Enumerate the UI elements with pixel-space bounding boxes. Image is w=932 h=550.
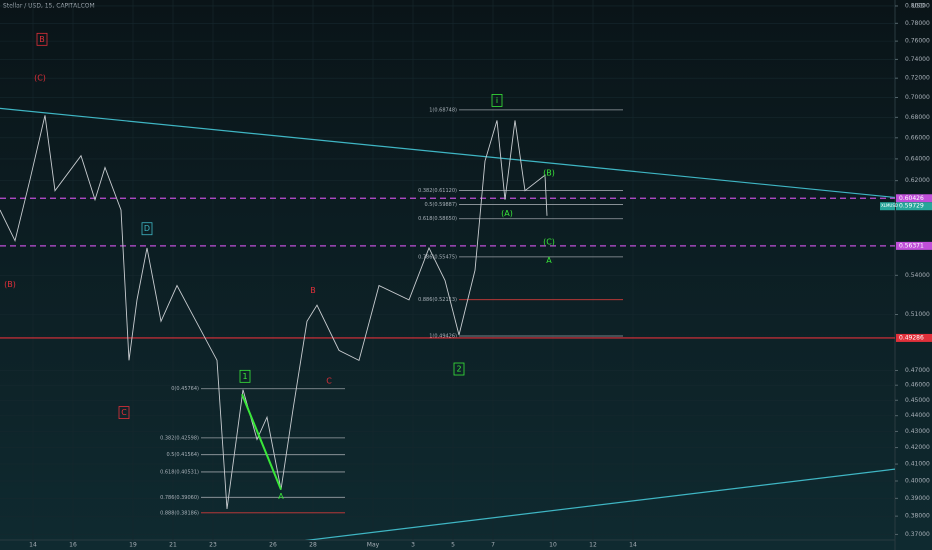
x-tick-label: 23 <box>209 542 217 549</box>
y-tick-label: 0.72000 <box>905 75 930 82</box>
fib-label: 0(0.45764) <box>171 386 199 392</box>
y-tick-label: 0.76000 <box>905 38 930 45</box>
annotation-box <box>36 32 48 46</box>
last-price-tag <box>896 202 932 211</box>
x-tick-label: 12 <box>589 542 597 549</box>
symbol-tag-label: XLMUSD <box>881 203 898 208</box>
annotation: (B) <box>4 280 16 289</box>
x-tick-label: 5 <box>451 542 455 549</box>
fib-label: 0.382(0.42598) <box>160 435 199 441</box>
x-tick-label: 21 <box>169 542 177 549</box>
y-tick-label: 0.51000 <box>905 311 930 318</box>
x-tick-label: 7 <box>491 542 495 549</box>
x-tick-label: 19 <box>129 542 137 549</box>
annotation: D <box>144 224 150 233</box>
fib-label: 0.786(0.39060) <box>160 495 199 501</box>
price-line-series <box>0 115 548 510</box>
annotation: C <box>326 376 332 385</box>
fib-label: 0.382(0.61120) <box>418 188 457 194</box>
annotation: A <box>546 256 552 265</box>
x-tick-label: 26 <box>269 542 277 549</box>
price-tag <box>896 333 932 342</box>
y-unit: USD <box>912 3 925 10</box>
annotation: B <box>39 35 45 44</box>
fib-label: 0.618(0.40531) <box>160 469 199 475</box>
annotation: A <box>278 492 284 501</box>
fib-label: 0.886(0.52113) <box>418 297 457 303</box>
y-tick-label: 0.70000 <box>905 94 930 101</box>
wave-line <box>241 393 282 490</box>
x-tick-label: 16 <box>69 542 77 549</box>
y-tick-label: 0.68000 <box>905 114 930 121</box>
annotation: (A) <box>501 209 513 218</box>
y-tick-label: 0.43000 <box>905 428 930 435</box>
trendline <box>304 468 895 540</box>
y-tick-label: 0.62000 <box>905 177 930 184</box>
annotation: (B) <box>543 168 555 177</box>
x-tick-label: May <box>367 542 380 549</box>
price-tag <box>896 241 932 250</box>
fib-label: 1(0.49426) <box>429 333 457 339</box>
annotation-box <box>453 362 465 376</box>
y-tick-label: 0.38000 <box>905 513 930 520</box>
price-tag-label: 0.60426 <box>899 195 924 202</box>
fib-label: 0.786(0.55475) <box>418 254 457 260</box>
annotation: 1 <box>242 372 247 381</box>
x-tick-label: 28 <box>309 542 317 549</box>
annotation-box <box>239 369 251 383</box>
annotation: C <box>121 408 127 417</box>
x-tick-label: 3 <box>411 542 415 549</box>
annotation-box <box>491 94 503 107</box>
annotation: B <box>310 286 316 295</box>
annotation: (C) <box>543 237 555 246</box>
x-tick-label: 14 <box>29 542 37 549</box>
y-tick-label: 0.66000 <box>905 134 930 141</box>
last-price-label: 0.59729 <box>899 203 924 210</box>
fib-label: 0.888(0.38186) <box>160 510 199 516</box>
y-tick-label: 0.45000 <box>905 397 930 404</box>
price-tag-label: 0.56371 <box>899 242 924 249</box>
fib-label: 1(0.68748) <box>429 107 457 113</box>
y-tick-label: 0.54000 <box>905 272 930 279</box>
price-tag-label: 0.49286 <box>899 334 924 341</box>
annotation: (C) <box>34 74 46 83</box>
y-tick-label: 0.46000 <box>905 382 930 389</box>
annotation-box <box>118 406 130 419</box>
x-tick-label: 10 <box>549 542 557 549</box>
y-tick-label: 0.80000 <box>905 2 930 9</box>
y-tick-label: 0.47000 <box>905 367 930 374</box>
symbol-tag <box>880 202 895 211</box>
plot: 0(0.45764) 0.382(0.42598) 0.5(0.41564) 0.61… <box>0 0 895 540</box>
y-tick-label: 0.74000 <box>905 56 930 63</box>
y-tick-label: 0.44000 <box>905 412 930 419</box>
fib-label: 0.5(0.59887) <box>424 202 457 208</box>
y-tick-label: 0.64000 <box>905 155 930 162</box>
annotation: 2 <box>456 365 461 374</box>
fib-label: 0.5(0.41564) <box>166 452 199 458</box>
y-tick-label: 0.40000 <box>905 477 930 484</box>
y-tick-label: 0.39000 <box>905 495 930 502</box>
y-tick-label: 0.41000 <box>905 461 930 468</box>
y-tick-label: 0.78000 <box>905 20 930 27</box>
annotation: i <box>496 96 498 105</box>
y-tick-label: 0.37000 <box>905 531 930 538</box>
annotation-box <box>141 222 153 236</box>
fib-label: 0.618(0.58650) <box>418 216 457 222</box>
price-tag <box>896 194 932 203</box>
trendline <box>0 107 895 199</box>
y-tick-label: 0.42000 <box>905 444 930 451</box>
x-tick-label: 14 <box>629 542 637 549</box>
